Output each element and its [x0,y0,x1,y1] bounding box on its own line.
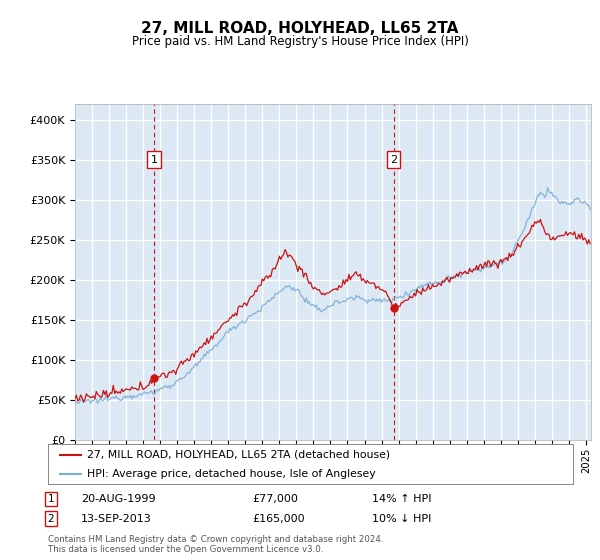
Text: 14% ↑ HPI: 14% ↑ HPI [372,494,431,504]
Text: 1: 1 [151,155,158,165]
Text: 1: 1 [47,494,55,504]
Text: Contains HM Land Registry data © Crown copyright and database right 2024.
This d: Contains HM Land Registry data © Crown c… [48,535,383,554]
Text: HPI: Average price, detached house, Isle of Anglesey: HPI: Average price, detached house, Isle… [88,469,376,478]
Text: 27, MILL ROAD, HOLYHEAD, LL65 2TA (detached house): 27, MILL ROAD, HOLYHEAD, LL65 2TA (detac… [88,450,391,460]
Text: £165,000: £165,000 [252,514,305,524]
Text: 20-AUG-1999: 20-AUG-1999 [81,494,155,504]
Text: Price paid vs. HM Land Registry's House Price Index (HPI): Price paid vs. HM Land Registry's House … [131,35,469,48]
Text: 27, MILL ROAD, HOLYHEAD, LL65 2TA: 27, MILL ROAD, HOLYHEAD, LL65 2TA [142,21,458,36]
Text: 10% ↓ HPI: 10% ↓ HPI [372,514,431,524]
Text: 2: 2 [390,155,397,165]
Text: £77,000: £77,000 [252,494,298,504]
Text: 13-SEP-2013: 13-SEP-2013 [81,514,152,524]
Text: 2: 2 [47,514,55,524]
